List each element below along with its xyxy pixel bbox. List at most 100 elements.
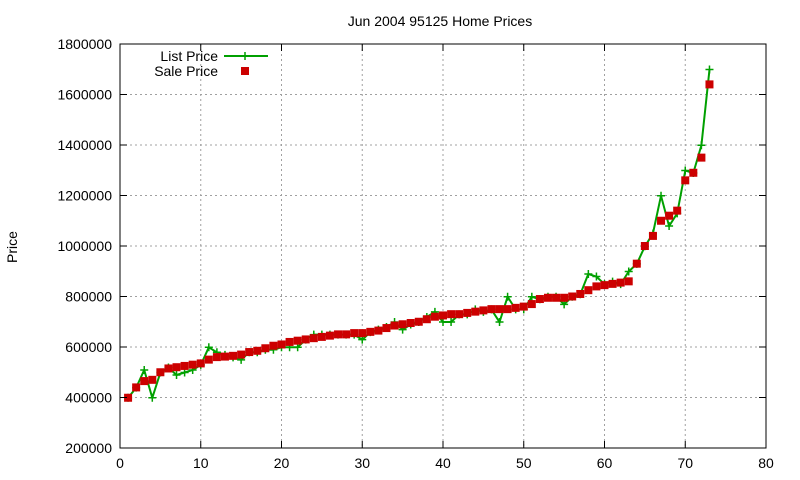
sale-price-point bbox=[350, 329, 359, 338]
sale-price-point bbox=[148, 375, 157, 384]
y-tick-label: 1800000 bbox=[57, 36, 112, 52]
sale-price-point bbox=[261, 344, 270, 353]
sale-price-point bbox=[624, 277, 633, 286]
sale-price-point bbox=[220, 352, 229, 361]
legend-label-sale-price: Sale Price bbox=[154, 63, 218, 79]
sale-price-point bbox=[204, 355, 213, 364]
x-tick-label: 40 bbox=[435, 455, 451, 471]
sale-price-point bbox=[172, 363, 181, 372]
list-price-point bbox=[681, 166, 690, 175]
list-price-point bbox=[503, 292, 512, 301]
sale-price-point bbox=[568, 292, 577, 301]
y-tick-label: 1200000 bbox=[57, 188, 112, 204]
sale-price-point bbox=[689, 168, 698, 177]
x-tick-label: 80 bbox=[758, 455, 774, 471]
sale-price-point bbox=[503, 305, 512, 314]
list-price-point bbox=[447, 318, 456, 327]
sale-price-point bbox=[552, 293, 561, 302]
sale-price-point bbox=[140, 377, 149, 386]
sale-price-point bbox=[285, 337, 294, 346]
list-price-point bbox=[204, 343, 213, 352]
x-tick-label: 10 bbox=[193, 455, 209, 471]
sale-price-point bbox=[648, 231, 657, 240]
y-tick-label: 200000 bbox=[65, 440, 112, 456]
legend-label-list-price: List Price bbox=[160, 48, 218, 64]
sale-price-point bbox=[309, 334, 318, 343]
sale-price-point bbox=[681, 176, 690, 185]
list-price-point bbox=[140, 365, 149, 374]
sale-price-point bbox=[342, 330, 351, 339]
sale-price-point bbox=[132, 383, 141, 392]
sale-price-point bbox=[366, 327, 375, 336]
sale-price-point bbox=[374, 326, 383, 335]
list-price-point bbox=[697, 141, 706, 150]
list-price-point bbox=[495, 318, 504, 327]
sale-price-point bbox=[495, 305, 504, 314]
sale-price-point bbox=[447, 310, 456, 319]
list-price-point bbox=[665, 222, 674, 231]
list-price-point bbox=[527, 292, 536, 301]
y-tick-label: 800000 bbox=[65, 289, 112, 305]
sale-price-point bbox=[697, 153, 706, 162]
sale-price-point bbox=[317, 332, 326, 341]
sale-price-point bbox=[673, 206, 682, 215]
list-price-point bbox=[624, 267, 633, 276]
sale-price-point bbox=[156, 368, 165, 377]
sale-price-point bbox=[430, 312, 439, 321]
sale-price-point bbox=[455, 310, 464, 319]
series-layer bbox=[124, 65, 714, 402]
sale-price-point bbox=[665, 211, 674, 220]
sale-price-point bbox=[616, 278, 625, 287]
chart-title: Jun 2004 95125 Home Prices bbox=[348, 13, 532, 29]
x-tick-label: 0 bbox=[116, 455, 124, 471]
legend: List Price Sale Price bbox=[154, 48, 268, 79]
sale-price-point bbox=[245, 348, 254, 357]
legend-marker-list-price bbox=[241, 52, 249, 60]
sale-price-point bbox=[293, 336, 302, 345]
series-line-list-price bbox=[127, 69, 711, 402]
sale-price-point bbox=[608, 279, 617, 288]
list-price-point bbox=[592, 272, 601, 281]
sale-price-point bbox=[535, 295, 544, 304]
sale-price-point bbox=[180, 361, 189, 370]
sale-price-point bbox=[487, 305, 496, 314]
sale-price-point bbox=[640, 242, 649, 250]
sale-price-point bbox=[237, 350, 246, 359]
sale-price-point bbox=[406, 319, 415, 328]
sale-price-point bbox=[519, 302, 528, 311]
ticks: 0 10 20 30 40 50 60 70 80 200000 400000 600000 80000… bbox=[57, 36, 774, 471]
legend-marker-sale-price bbox=[241, 67, 249, 75]
y-axis-label: Price bbox=[4, 231, 20, 263]
list-price-point bbox=[705, 65, 714, 74]
sale-price-point bbox=[277, 340, 286, 349]
x-tick-label: 70 bbox=[677, 455, 693, 471]
list-price-point bbox=[148, 393, 157, 402]
sale-price-point bbox=[253, 346, 262, 355]
sale-price-point bbox=[511, 303, 520, 312]
sale-price-point bbox=[657, 216, 666, 225]
sale-price-point bbox=[398, 320, 407, 329]
y-tick-label: 1400000 bbox=[57, 137, 112, 153]
x-tick-label: 50 bbox=[516, 455, 532, 471]
sale-price-point bbox=[229, 351, 238, 360]
y-tick-label: 400000 bbox=[65, 390, 112, 406]
sale-price-point bbox=[124, 393, 133, 402]
sale-price-point bbox=[479, 306, 488, 315]
sale-price-point bbox=[414, 317, 423, 326]
x-tick-label: 20 bbox=[274, 455, 290, 471]
sale-price-point bbox=[584, 286, 593, 295]
list-price-point bbox=[657, 191, 666, 200]
sale-price-point bbox=[560, 293, 569, 302]
sale-price-point bbox=[164, 364, 173, 373]
sale-price-point bbox=[463, 308, 472, 317]
y-tick-label: 1600000 bbox=[57, 87, 112, 103]
sale-price-point bbox=[382, 324, 391, 333]
sale-price-point bbox=[439, 311, 447, 320]
list-price-point bbox=[584, 270, 593, 279]
grid bbox=[120, 44, 766, 448]
sale-price-point bbox=[325, 331, 334, 340]
sale-price-point bbox=[390, 321, 399, 330]
sale-price-point bbox=[334, 330, 343, 339]
sale-price-point bbox=[705, 80, 714, 89]
list-price-point bbox=[172, 371, 181, 380]
